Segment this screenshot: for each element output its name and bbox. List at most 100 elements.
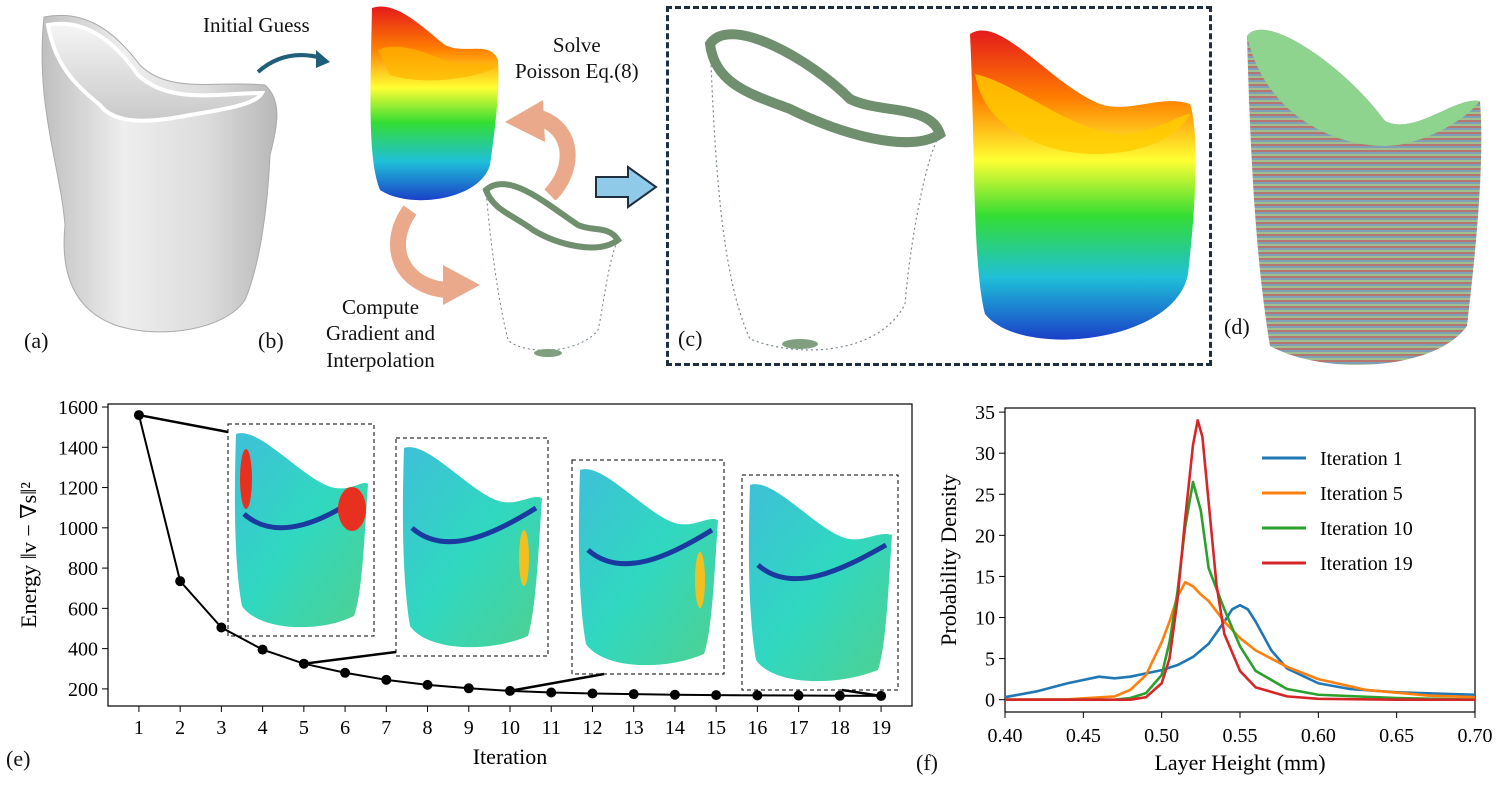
vector-field-c-render (704, 29, 946, 351)
x-tick-label: 11 (542, 717, 561, 739)
y-tick-label: 5 (985, 649, 995, 671)
x-tick-label: 10 (500, 717, 520, 739)
legend-label: Iteration 5 (1320, 483, 1403, 505)
density-line (1005, 419, 1475, 701)
inset-dark-band (410, 505, 538, 545)
x-tick-label: 19 (871, 717, 891, 739)
solve-text: Solve Poisson Eq.(8) (515, 32, 639, 85)
x-tick-label: 0.60 (1301, 725, 1336, 747)
energy-point (298, 658, 309, 669)
layers-d-render (1247, 29, 1482, 365)
x-tick-label: 2 (175, 717, 185, 739)
density-line (1005, 480, 1476, 701)
inset-dark-band (586, 527, 714, 567)
x-tick-label: 3 (216, 717, 226, 739)
inset-hot-spot (338, 487, 366, 531)
x-tick-label: 8 (423, 717, 433, 739)
y-tick-label: 35 (975, 402, 995, 424)
x-tick-label: 15 (706, 717, 726, 739)
y-axis-label: Probability Density (936, 474, 961, 646)
y-tick-label: 400 (68, 639, 98, 661)
energy-point (546, 687, 557, 698)
inset-hot-spot (240, 449, 252, 509)
inset-connector (509, 672, 605, 693)
panel-e-label: (e) (6, 746, 31, 771)
energy-point (834, 690, 845, 701)
x-tick-label: 0.50 (1144, 725, 1179, 747)
x-tick-label: 18 (830, 717, 850, 739)
y-tick-label: 1400 (58, 437, 98, 459)
energy-point (793, 690, 804, 701)
inset-heatmap-shape (402, 447, 542, 648)
y-tick-label: 30 (975, 443, 995, 465)
energy-point (422, 679, 433, 690)
x-tick-label: 17 (789, 717, 809, 739)
x-tick-label: 6 (340, 717, 350, 739)
panel-b-label: (b) (258, 328, 284, 353)
y-tick-label: 0 (985, 690, 995, 712)
panel-a-label: (a) (24, 328, 49, 353)
legend-label: Iteration 19 (1320, 553, 1413, 575)
energy-point (175, 576, 186, 587)
x-tick-label: 12 (582, 717, 602, 739)
energy-point (587, 688, 598, 699)
y-tick-label: 20 (975, 525, 995, 547)
energy-point (257, 644, 268, 655)
shape-a-render (41, 14, 278, 333)
panel-d-label: (d) (1224, 314, 1250, 339)
x-tick-label: 16 (747, 717, 767, 739)
y-tick-label: 1000 (58, 518, 98, 540)
energy-point (876, 690, 887, 701)
compute-line3: Interpolation (326, 347, 435, 372)
scalar-field-b-render (370, 6, 499, 201)
y-tick-label: 1600 (58, 397, 98, 419)
y-tick-label: 15 (975, 566, 995, 588)
inset-connector (138, 413, 229, 434)
y-tick-label: 200 (68, 679, 98, 701)
panel-c-box (666, 6, 1212, 366)
y-tick-label: 1200 (58, 478, 98, 500)
cycle-arrow-top (505, 100, 576, 200)
legend-label: Iteration 10 (1320, 518, 1413, 540)
density-chart: 0 5 10 15 20 25 30 35 0.40 0.45 0.50 0.55 0.60 0.65 0.… (936, 402, 1493, 775)
panel-c-label: (c) (678, 326, 703, 351)
x-tick-label: 14 (665, 717, 685, 739)
cycle-arrow-bottom (389, 205, 480, 305)
energy-point (463, 683, 474, 694)
x-tick-label: 0.65 (1379, 725, 1414, 747)
density-line (1004, 603, 1476, 699)
compute-line1: Compute (342, 295, 420, 319)
energy-point (628, 689, 639, 700)
energy-point (133, 410, 144, 421)
inset-heatmap-shape (234, 433, 368, 628)
inset-hot-spot (695, 552, 705, 608)
inset-dark-band (756, 542, 888, 582)
x-axis-label: Layer Height (mm) (1154, 750, 1325, 775)
y-tick-label: 10 (975, 608, 995, 630)
x-tick-label: 0.55 (1223, 725, 1258, 747)
energy-point (752, 690, 763, 701)
density-line (1004, 580, 1476, 701)
vector-field-b-render (482, 181, 623, 357)
compute-text: Compute Gradient and Interpolation (326, 294, 435, 373)
y-tick-label: 600 (68, 598, 98, 620)
x-axis-label: Iteration (473, 744, 548, 769)
legend-label: Iteration 1 (1320, 448, 1403, 470)
x-tick-label: 0.45 (1066, 725, 1101, 747)
big-right-arrow (595, 165, 658, 209)
energy-point (711, 690, 722, 701)
energy-point (669, 689, 680, 700)
inset-heatmap-shape (578, 469, 718, 666)
initial-guess-arrow (256, 50, 330, 74)
x-tick-label: 4 (258, 717, 268, 739)
inset-hot-spot (519, 530, 529, 586)
energy-point (340, 667, 351, 678)
x-tick-label: 0.70 (1458, 725, 1493, 747)
panel-f-label: (f) (916, 750, 938, 775)
solve-line2: Poisson Eq.(8) (515, 59, 639, 84)
energy-point (505, 685, 515, 696)
x-tick-label: 9 (464, 717, 474, 739)
y-tick-label: 25 (975, 484, 995, 506)
compute-line2: Gradient and (326, 321, 436, 346)
